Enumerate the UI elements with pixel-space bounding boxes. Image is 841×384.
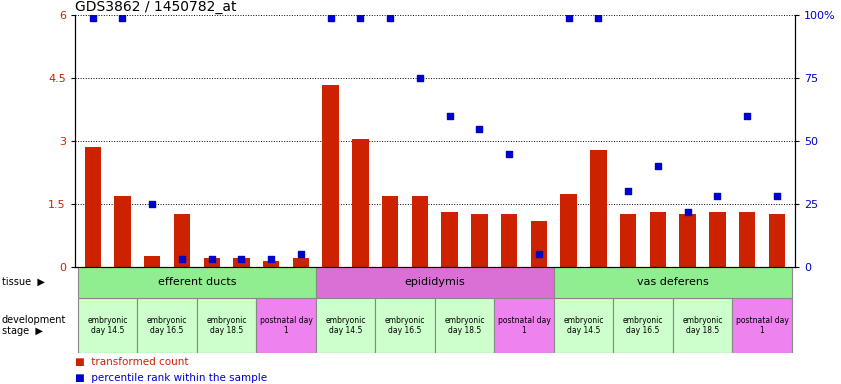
Point <box>175 256 188 262</box>
Text: postnatal day
1: postnatal day 1 <box>498 316 551 335</box>
Text: postnatal day
1: postnatal day 1 <box>736 316 789 335</box>
Point <box>413 75 426 81</box>
Bar <box>293 258 309 267</box>
Point <box>681 209 695 215</box>
Bar <box>412 195 428 267</box>
Point <box>383 15 397 21</box>
Point <box>562 15 575 21</box>
Point <box>294 251 308 257</box>
Bar <box>442 212 458 267</box>
Bar <box>316 267 553 298</box>
Bar <box>316 298 375 353</box>
Point <box>711 194 724 200</box>
Text: embryonic
day 18.5: embryonic day 18.5 <box>682 316 722 335</box>
Text: embryonic
day 14.5: embryonic day 14.5 <box>87 316 128 335</box>
Point <box>740 113 754 119</box>
Bar <box>197 298 257 353</box>
Bar <box>553 267 791 298</box>
Point <box>86 15 99 21</box>
Text: GDS3862 / 1450782_at: GDS3862 / 1450782_at <box>75 0 236 14</box>
Point <box>354 15 368 21</box>
Bar <box>471 215 488 267</box>
Text: embryonic
day 18.5: embryonic day 18.5 <box>444 316 484 335</box>
Bar <box>174 215 190 267</box>
Point <box>592 15 606 21</box>
Bar <box>375 298 435 353</box>
Text: postnatal day
1: postnatal day 1 <box>260 316 313 335</box>
Bar <box>620 215 637 267</box>
Point <box>205 256 219 262</box>
Text: epididymis: epididymis <box>405 277 465 287</box>
Bar <box>709 212 726 267</box>
Text: embryonic
day 16.5: embryonic day 16.5 <box>147 316 188 335</box>
Bar <box>204 258 220 267</box>
Bar <box>590 149 606 267</box>
Text: vas deferens: vas deferens <box>637 277 709 287</box>
Point <box>502 151 516 157</box>
Bar <box>501 215 517 267</box>
Text: embryonic
day 14.5: embryonic day 14.5 <box>325 316 366 335</box>
Bar <box>382 195 399 267</box>
Point <box>770 194 784 200</box>
Bar <box>650 212 666 267</box>
Bar <box>233 258 250 267</box>
Point <box>145 201 159 207</box>
Bar <box>531 221 547 267</box>
Bar <box>78 267 316 298</box>
Bar <box>613 298 673 353</box>
Bar <box>137 298 197 353</box>
Point <box>443 113 457 119</box>
Bar <box>680 215 696 267</box>
Text: embryonic
day 16.5: embryonic day 16.5 <box>623 316 664 335</box>
Bar <box>435 298 495 353</box>
Bar <box>257 298 316 353</box>
Point <box>651 163 664 169</box>
Point <box>264 256 278 262</box>
Text: embryonic
day 14.5: embryonic day 14.5 <box>563 316 604 335</box>
Point <box>532 251 546 257</box>
Text: development
stage  ▶: development stage ▶ <box>2 315 66 336</box>
Bar <box>263 261 279 267</box>
Bar <box>673 298 733 353</box>
Text: efferent ducts: efferent ducts <box>157 277 236 287</box>
Point <box>324 15 337 21</box>
Bar <box>560 194 577 267</box>
Bar <box>78 298 137 353</box>
Bar <box>739 212 755 267</box>
Point <box>621 189 635 195</box>
Text: ■  transformed count: ■ transformed count <box>75 357 188 367</box>
Point <box>235 256 248 262</box>
Bar <box>322 84 339 267</box>
Bar <box>495 298 553 353</box>
Text: embryonic
day 18.5: embryonic day 18.5 <box>206 316 246 335</box>
Bar <box>144 257 161 267</box>
Bar <box>769 215 785 267</box>
Text: tissue  ▶: tissue ▶ <box>2 277 45 287</box>
Text: ■  percentile rank within the sample: ■ percentile rank within the sample <box>75 373 267 383</box>
Bar <box>553 298 613 353</box>
Bar <box>352 139 368 267</box>
Bar <box>114 195 130 267</box>
Text: embryonic
day 16.5: embryonic day 16.5 <box>385 316 426 335</box>
Point <box>473 126 486 132</box>
Point <box>116 15 130 21</box>
Bar <box>733 298 791 353</box>
Bar <box>84 147 101 267</box>
